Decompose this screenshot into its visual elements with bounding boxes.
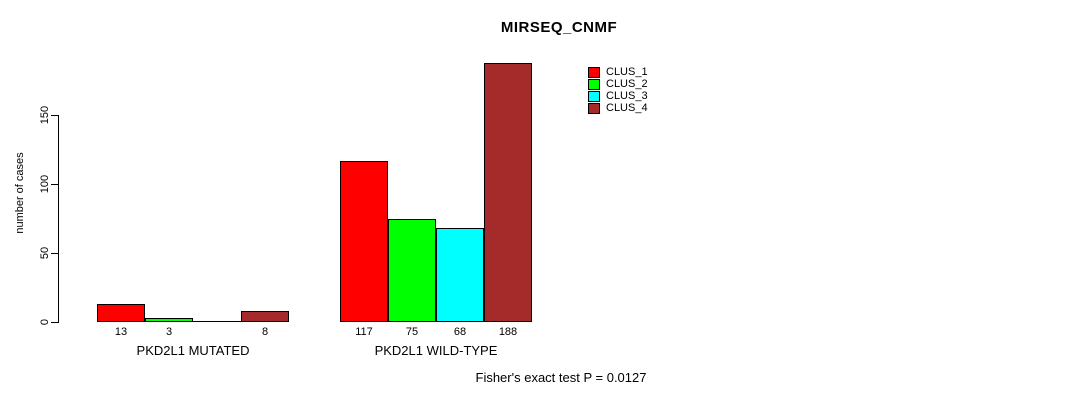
- bar-value-clus-3-pkd2l1-wild-type: 68: [453, 326, 467, 338]
- bar-value-clus-2-pkd2l1-mutated: 3: [165, 326, 173, 338]
- y-tick-label-0: 0: [39, 318, 51, 326]
- y-tick-mark-50: [51, 253, 58, 254]
- bar-value-clus-4-pkd2l1-mutated: 8: [261, 326, 269, 338]
- legend-item-clus-1: CLUS_1: [588, 66, 648, 78]
- y-tick-label-50: 50: [39, 246, 51, 260]
- bar-value-clus-4-pkd2l1-wild-type: 188: [498, 326, 518, 338]
- group-label-pkd2l1-mutated: PKD2L1 MUTATED: [136, 343, 250, 358]
- bar-clus-1-pkd2l1-mutated: [97, 304, 145, 322]
- group-label-pkd2l1-wild-type: PKD2L1 WILD-TYPE: [374, 343, 498, 358]
- legend-swatch-clus-3: [588, 90, 600, 102]
- y-tick-label-150: 150: [39, 105, 51, 125]
- legend-label-clus-2: CLUS_2: [606, 78, 648, 90]
- legend-swatch-clus-2: [588, 78, 600, 90]
- bar-value-clus-1-pkd2l1-mutated: 13: [114, 326, 128, 338]
- legend-item-clus-3: CLUS_3: [588, 90, 648, 102]
- chart-title: MIRSEQ_CNMF: [500, 19, 618, 36]
- bar-clus-1-pkd2l1-wild-type: [340, 161, 388, 322]
- legend-item-clus-4: CLUS_4: [588, 102, 648, 114]
- y-tick-label-100: 100: [39, 174, 51, 194]
- bar-clus-2-pkd2l1-mutated: [145, 318, 193, 322]
- bar-clus-2-pkd2l1-wild-type: [388, 219, 436, 322]
- legend-item-clus-2: CLUS_2: [588, 78, 648, 90]
- legend-label-clus-4: CLUS_4: [606, 102, 648, 114]
- bar-value-clus-2-pkd2l1-wild-type: 75: [405, 326, 419, 338]
- y-tick-mark-150: [51, 115, 58, 116]
- y-tick-mark-100: [51, 184, 58, 185]
- legend: CLUS_1 CLUS_2 CLUS_3 CLUS_4: [588, 66, 648, 114]
- legend-swatch-clus-4: [588, 102, 600, 114]
- bar-clus-3-pkd2l1-wild-type: [436, 228, 484, 322]
- legend-swatch-clus-1: [588, 66, 600, 78]
- bar-value-clus-1-pkd2l1-wild-type: 117: [355, 326, 373, 338]
- bar-clus-4-pkd2l1-mutated: [241, 311, 289, 322]
- y-axis-line: [58, 115, 59, 323]
- fisher-test-annotation: Fisher's exact test P = 0.0127: [475, 370, 647, 385]
- y-axis-title: number of cases: [14, 152, 26, 234]
- legend-label-clus-3: CLUS_3: [606, 90, 648, 102]
- bar-clus-3-pkd2l1-mutated: [193, 321, 241, 322]
- bar-clus-4-pkd2l1-wild-type: [484, 63, 532, 322]
- legend-label-clus-1: CLUS_1: [606, 66, 648, 78]
- y-tick-mark-0: [51, 322, 58, 323]
